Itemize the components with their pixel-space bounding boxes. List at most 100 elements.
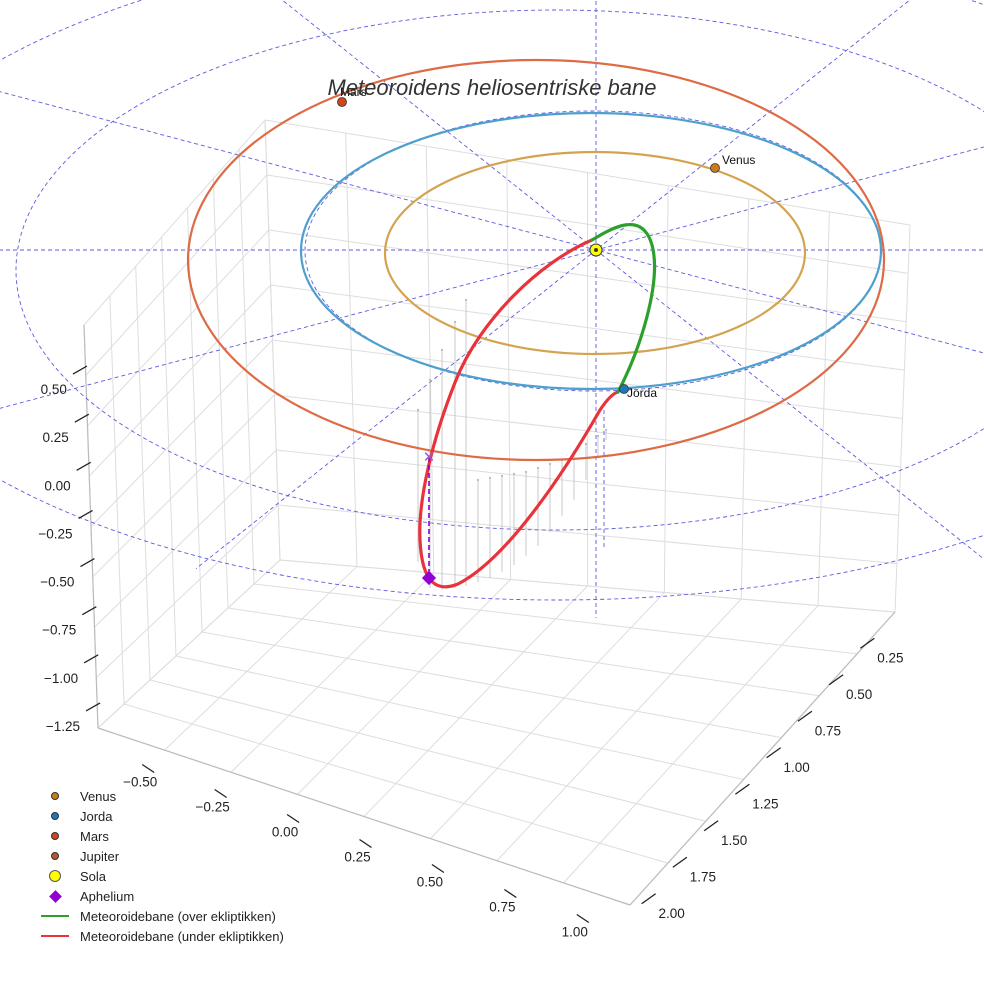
earth-orbit bbox=[299, 111, 883, 391]
projection-dot bbox=[596, 434, 600, 438]
y-axis-tick bbox=[703, 820, 719, 832]
mars-label: Mars bbox=[340, 85, 367, 99]
z-axis-tick bbox=[80, 557, 95, 568]
venus-legend-icon bbox=[51, 792, 59, 800]
meteoroid-orbit bbox=[418, 223, 657, 589]
x-axis-tick bbox=[359, 838, 372, 849]
z-axis-tick bbox=[74, 413, 90, 423]
projection-drop-lines bbox=[416, 298, 608, 590]
z-axis-tick bbox=[78, 509, 93, 520]
z-axis-tick-label: −1.25 bbox=[46, 719, 80, 734]
x-axis-tick bbox=[503, 888, 517, 899]
sun-legend-icon bbox=[49, 870, 61, 882]
wall-grid-line bbox=[97, 559, 281, 729]
x-axis-tick-label: 0.75 bbox=[489, 900, 515, 915]
x-axis-tick-label: 0.50 bbox=[417, 875, 443, 890]
wall-grid-line bbox=[278, 504, 897, 565]
legend-item-aphelium: Aphelium bbox=[40, 886, 284, 906]
z-axis-tick-label: −0.25 bbox=[38, 526, 72, 541]
z-axis-tick-label: 0.00 bbox=[44, 478, 70, 493]
floor-grid-line bbox=[430, 592, 665, 839]
venus-orbit bbox=[383, 150, 807, 356]
legend-label-above: Meteoroidebane (over ekliptikken) bbox=[80, 908, 276, 924]
y-axis-tick-label: 1.25 bbox=[752, 796, 778, 811]
y-axis-tick bbox=[859, 637, 875, 649]
wall-grid-line bbox=[85, 174, 268, 376]
legend-item-above: Meteoroidebane (over ekliptikken) bbox=[40, 906, 284, 926]
floor-grid-line bbox=[297, 579, 511, 795]
jupiter-legend-icon bbox=[51, 852, 59, 860]
x-axis-tick-label: −0.50 bbox=[123, 775, 157, 790]
sun-center bbox=[594, 248, 598, 252]
aphelion-marker bbox=[421, 570, 437, 586]
x-axis-tick bbox=[286, 813, 300, 824]
y-axis-tick-label: 1.00 bbox=[783, 760, 809, 775]
projection-dot bbox=[500, 474, 504, 478]
wall-grid-line bbox=[92, 394, 275, 578]
y-axis-tick-label: 1.75 bbox=[690, 869, 716, 884]
legend-item-jorda: Jorda bbox=[40, 806, 284, 826]
axis-ticks: −0.50 −0.25 0.00 0.25 0.50 0.75 1.00 0.25 0.50 0.… bbox=[38, 365, 904, 940]
z-axis-tick-label: −0.75 bbox=[42, 623, 76, 638]
x-axis-tick bbox=[214, 788, 228, 799]
ecliptic-ring bbox=[15, 9, 984, 531]
wall-grid-line bbox=[88, 284, 271, 477]
aphelion-projection-marker: ✕ bbox=[423, 449, 436, 466]
x-axis-line bbox=[97, 727, 631, 906]
legend-label-jorda: Jorda bbox=[80, 808, 113, 824]
earth-legend-icon bbox=[51, 812, 59, 820]
y-axis-line bbox=[629, 611, 896, 906]
z-axis-tick bbox=[72, 365, 88, 375]
x-axis-tick-label: 1.00 bbox=[562, 925, 588, 940]
legend-label-venus: Venus bbox=[80, 788, 117, 804]
legend-item-jupiter: Jupiter bbox=[40, 846, 284, 866]
wall-grid-line bbox=[90, 339, 273, 527]
x-axis-tick bbox=[576, 913, 590, 924]
wall-grid-line bbox=[94, 449, 277, 628]
legend-item-sola: Sola bbox=[40, 866, 284, 886]
y-axis-tick bbox=[797, 710, 813, 722]
x-axis-tick bbox=[141, 763, 155, 774]
legend-item-venus: Venus bbox=[40, 786, 284, 806]
planet-orbits bbox=[186, 58, 886, 462]
projection-dot bbox=[440, 348, 444, 352]
aphelion-legend-icon bbox=[48, 889, 62, 903]
legend-label-aphelium: Aphelium bbox=[80, 888, 135, 904]
floor-grid-line bbox=[563, 605, 819, 884]
x-axis-tick-label: 0.25 bbox=[344, 850, 370, 865]
projection-dot bbox=[604, 428, 608, 432]
y-axis-tick bbox=[766, 747, 782, 759]
legend-label-mars: Mars bbox=[80, 828, 109, 844]
legend-label-jupiter: Jupiter bbox=[80, 848, 120, 864]
mars-orbit bbox=[186, 58, 886, 462]
projection-dot bbox=[524, 470, 528, 474]
y-axis-tick bbox=[828, 674, 844, 686]
chart-title: Meteoroidens heliosentriske bane bbox=[328, 75, 657, 100]
floor-grid-line bbox=[363, 585, 588, 817]
y-axis-tick-label: 0.25 bbox=[877, 650, 903, 665]
wall-grid-line bbox=[268, 229, 907, 323]
x-axis-tick-label: −0.25 bbox=[196, 800, 230, 815]
legend-item-mars: Mars bbox=[40, 826, 284, 846]
earth-marker bbox=[619, 384, 629, 394]
wall-grid-line bbox=[270, 284, 905, 371]
wall-grid-line bbox=[83, 119, 266, 326]
y-axis-tick-label: 1.50 bbox=[721, 833, 747, 848]
z-axis-tick bbox=[85, 702, 101, 712]
wall-grid-line bbox=[272, 339, 903, 419]
above-legend-line bbox=[41, 915, 69, 917]
below-legend-line bbox=[41, 935, 69, 937]
z-axis-tick-label: −1.00 bbox=[44, 671, 78, 686]
projection-dot bbox=[512, 472, 516, 476]
y-axis-tick bbox=[672, 856, 688, 868]
earth-label: Jorda bbox=[627, 386, 657, 400]
wall-grid-line bbox=[279, 559, 896, 613]
bodies: ✕ Venus Jorda Mars bbox=[337, 85, 755, 586]
z-axis-tick bbox=[76, 461, 92, 471]
x-axis-tick-label: 0.00 bbox=[272, 825, 298, 840]
wall-grid-line bbox=[95, 504, 279, 678]
y-axis-tick bbox=[641, 893, 657, 905]
projection-dot bbox=[548, 462, 552, 466]
meteoroid-orbit-below-ecliptic bbox=[418, 238, 620, 589]
projection-dot bbox=[476, 478, 480, 482]
